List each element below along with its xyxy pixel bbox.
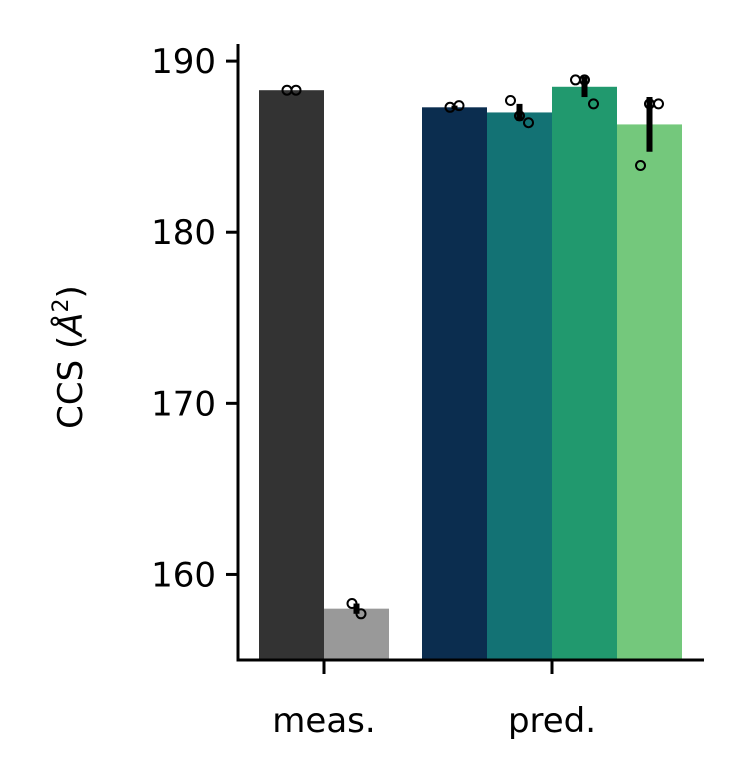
bar [487, 112, 552, 660]
bars-layer [259, 86, 682, 661]
data-point [453, 100, 465, 112]
data-point [505, 94, 516, 106]
bar [259, 90, 324, 660]
data-point [523, 117, 534, 129]
y-axis-title-exponent: 2 [49, 298, 74, 312]
y-tick-label: 180 [151, 213, 216, 253]
data-point [635, 159, 646, 171]
data-point [346, 598, 358, 610]
y-axis-title-unit: Å [50, 312, 91, 337]
bar [324, 608, 389, 660]
ticks-layer: 160 170 180 190 meas. pred. [151, 42, 596, 741]
data-point [653, 98, 664, 110]
points-layer [281, 74, 664, 620]
data-point [588, 98, 599, 110]
bar [617, 124, 682, 660]
data-point [290, 84, 302, 96]
bar [422, 107, 487, 661]
y-tick-label: 190 [151, 42, 216, 82]
x-tick-label: meas. [272, 701, 375, 741]
bar [552, 86, 617, 661]
data-point [570, 74, 581, 86]
y-axis-title-suffix: ) [51, 285, 91, 298]
y-tick-label: 170 [151, 384, 216, 424]
axes-layer [236, 44, 704, 662]
x-tick-label: pred. [508, 701, 596, 741]
y-axis-title: CCS (Å2) [49, 285, 91, 429]
data-point [355, 608, 367, 620]
data-point [514, 110, 525, 122]
y-tick-label: 160 [151, 555, 216, 595]
y-axis-title-prefix: CCS ( [51, 336, 91, 429]
data-point [579, 74, 590, 86]
